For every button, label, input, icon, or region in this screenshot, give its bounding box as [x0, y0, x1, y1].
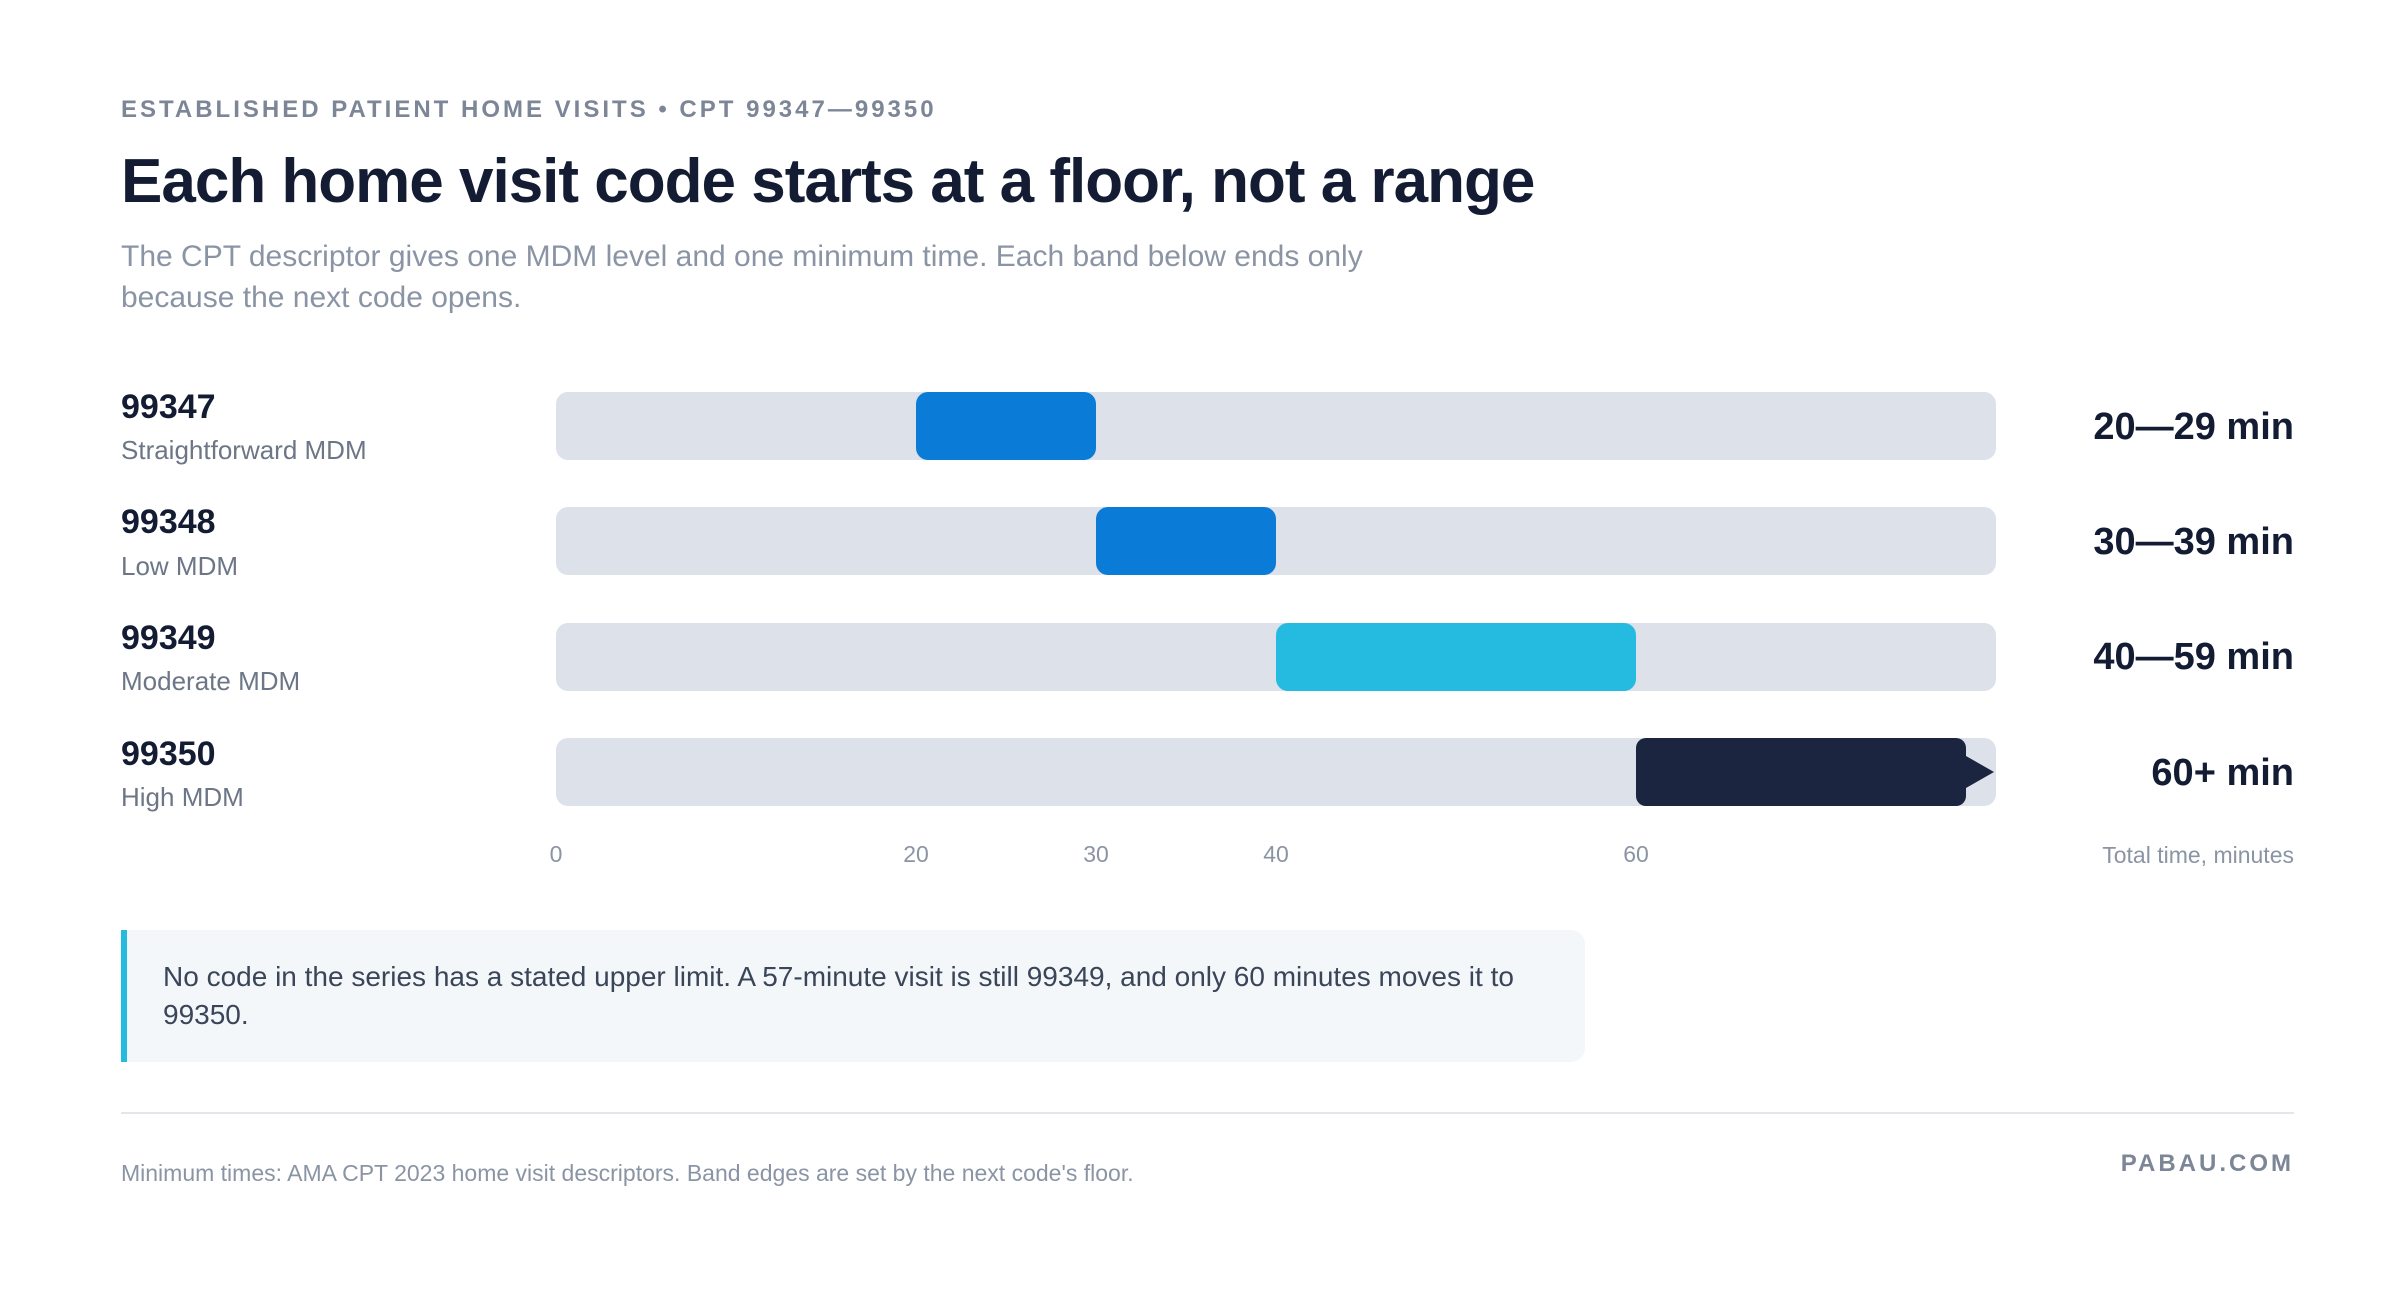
row-mdm-99350: High MDM: [121, 782, 244, 812]
page-title: Each home visit code starts at a floor, …: [121, 147, 1535, 216]
x-tick-label-60: 60: [1623, 841, 1649, 867]
source-footnote: Minimum times: AMA CPT 2023 home visit d…: [121, 1160, 1134, 1186]
band-bar-99350: [1636, 738, 1966, 806]
row-range-99347: 20—29 min: [2093, 406, 2294, 448]
x-tick-label-20: 20: [903, 841, 929, 867]
x-tick-label-0: 0: [550, 841, 563, 867]
row-mdm-99347: Straightforward MDM: [121, 435, 367, 465]
page-subtitle: The CPT descriptor gives one MDM level a…: [121, 240, 1363, 314]
open-end-arrow-99350: [1966, 756, 1994, 788]
row-mdm-99349: Moderate MDM: [121, 666, 301, 696]
row-mdm-99348: Low MDM: [121, 551, 239, 581]
row-code-99349: 99349: [121, 619, 216, 657]
callout-box: No code in the series has a stated upper…: [121, 930, 1585, 1062]
x-axis-title: Total time, minutes: [2102, 842, 2294, 868]
x-tick-label-40: 40: [1263, 841, 1289, 867]
x-tick-label-30: 30: [1083, 841, 1109, 867]
row-code-99348: 99348: [121, 503, 216, 541]
row-range-99350: 60+ min: [2151, 752, 2294, 794]
row-range-99348: 30—39 min: [2093, 521, 2294, 563]
band-bar-99347: [916, 392, 1096, 460]
brand-logo-text: PABAU.COM: [2120, 1150, 2294, 1177]
eyebrow-label: ESTABLISHED PATIENT HOME VISITS • CPT 99…: [121, 96, 937, 123]
time-band-chart: 0 20 30 40 60: [550, 392, 1996, 867]
row-range-99349: 40—59 min: [2093, 636, 2294, 678]
track-99347: [556, 392, 1996, 460]
row-code-99350: 99350: [121, 735, 216, 773]
footer-divider: [121, 1112, 2294, 1114]
band-bar-99348: [1096, 507, 1276, 575]
callout-text: No code in the series has a stated upper…: [163, 961, 1514, 1030]
band-bar-99349: [1276, 623, 1636, 691]
row-code-99347: 99347: [121, 388, 216, 426]
